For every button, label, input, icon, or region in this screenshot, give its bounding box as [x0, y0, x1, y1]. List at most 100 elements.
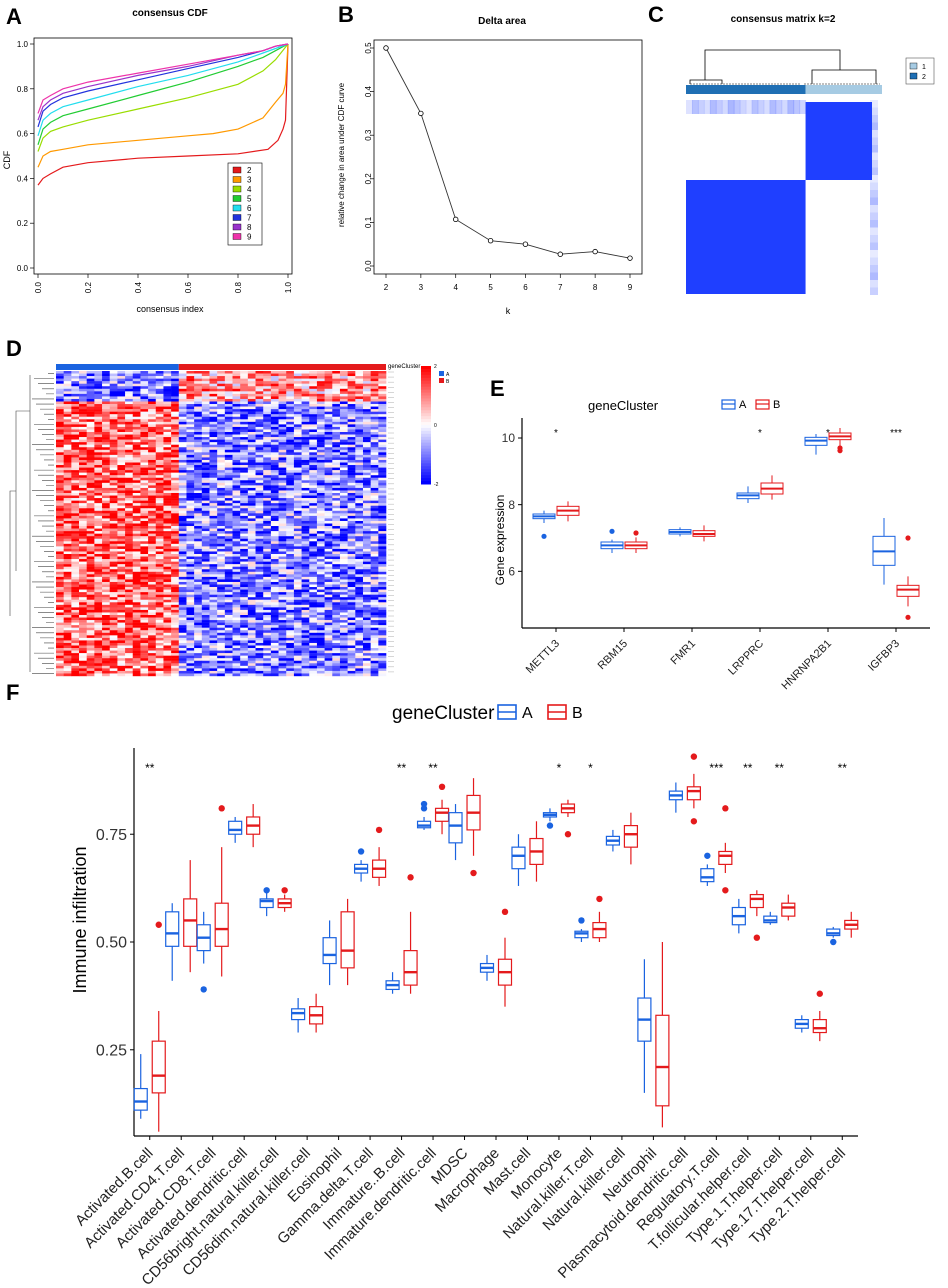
chart-d-heatmap-cell [309, 510, 318, 514]
chart-d-heatmap-cell [370, 490, 379, 494]
chart-d-heatmap-cell [178, 398, 187, 402]
chart-d-heatmap-cell [71, 457, 80, 461]
chart-d-heatmap-cell [148, 548, 157, 552]
chart-d-heatmap-cell [171, 404, 180, 407]
chart-d-heatmap-cell [186, 513, 195, 517]
chart-d-heatmap-cell [125, 650, 134, 654]
chart-d-heatmap-cell [370, 437, 379, 440]
chart-d-heatmap-cell [132, 452, 141, 456]
chart-d-heatmap-cell [63, 444, 72, 448]
chart-d-heatmap-cell [102, 439, 111, 443]
chart-d-heatmap-cell [186, 594, 195, 598]
chart-d-heatmap-cell [217, 551, 226, 555]
chart-d-heatmap-cell [178, 480, 187, 484]
chart-d-heatmap-cell [347, 541, 356, 545]
chart-d-heatmap-cell [79, 569, 87, 572]
chart-d-heatmap-cell [56, 520, 64, 524]
chart-d-heatmap-cell [339, 637, 348, 641]
chart-d-heatmap-cell [163, 388, 172, 392]
chart-d-heatmap-cell [301, 508, 310, 511]
chart-d-heatmap-cell [109, 546, 118, 550]
chart-d-heatmap-cell [355, 457, 364, 461]
chart-d-heatmap-cell [140, 559, 149, 562]
chart-d-heatmap-cell [125, 386, 134, 389]
chart-d-heatmap-cell [270, 381, 279, 384]
chart-d-heatmap-cell [71, 627, 80, 631]
chart-d-heatmap-cell [293, 635, 302, 639]
chart-d-heatmap-cell [155, 543, 164, 547]
chart-d-heatmap-cell [232, 640, 241, 644]
chart-d-heatmap-cell [362, 421, 371, 425]
chart-d-heatmap-cell [109, 541, 118, 545]
chart-d-heatmap-cell [217, 541, 226, 545]
chart-d-heatmap-cell [347, 615, 356, 618]
chart-b-xtick-label: 8 [593, 283, 598, 292]
chart-d-heatmap-cell [63, 650, 72, 654]
chart-d-heatmap-cell [339, 630, 348, 633]
chart-d-heatmap-cell [125, 429, 134, 433]
chart-d-heatmap-cell [247, 406, 256, 410]
chart-d-heatmap-cell [148, 376, 157, 379]
chart-d-heatmap-cell [293, 454, 302, 458]
chart-d-heatmap-cell [117, 625, 126, 628]
chart-d-heatmap-cell [71, 495, 80, 499]
chart-d-heatmap-cell [370, 475, 379, 478]
chart-d-heatmap-cell [247, 393, 256, 397]
chart-d-heatmap-cell [332, 444, 341, 448]
chart-d-heatmap-cell [86, 655, 95, 659]
chart-d-heatmap-cell [194, 584, 203, 588]
chart-d-heatmap-cell [63, 396, 72, 400]
chart-d-heatmap-cell [309, 416, 318, 420]
chart-d-heatmap-cell [163, 564, 172, 567]
chart-d-heatmap-cell [293, 518, 302, 522]
chart-d-heatmap-cell [56, 419, 64, 423]
chart-d-heatmap-cell [155, 587, 164, 590]
chart-d-heatmap-cell [362, 467, 371, 471]
chart-d-heatmap-cell [117, 429, 126, 433]
chart-d-heatmap-cell [186, 607, 195, 611]
chart-d-heatmap-cell [209, 515, 218, 519]
chart-d-heatmap-cell [355, 569, 364, 572]
chart-d-heatmap-cell [155, 630, 164, 633]
chart-d-heatmap-cell [117, 426, 126, 430]
chart-d-heatmap-cell [132, 559, 141, 562]
chart-d-heatmap-cell [102, 376, 111, 379]
chart-d-heatmap-cell [102, 449, 111, 453]
chart-d-heatmap-cell [240, 505, 249, 509]
chart-d-heatmap-cell [324, 543, 333, 547]
chart-d-heatmap-cell [301, 465, 310, 468]
chart-d-heatmap-cell [293, 541, 302, 545]
chart-b-point [557, 251, 563, 257]
panel-label-e: E [490, 376, 505, 401]
chart-d-heatmap-cell [63, 520, 72, 524]
chart-d-heatmap-cell [63, 472, 72, 476]
chart-d-heatmap-cell [232, 437, 241, 440]
chart-d-heatmap-cell [270, 625, 279, 628]
chart-d-heatmap-cell [86, 543, 95, 547]
chart-d-heatmap-cell [324, 495, 333, 499]
chart-d-heatmap-cell [217, 569, 226, 572]
chart-d-heatmap-cell [224, 569, 233, 572]
chart-d-heatmap-cell [378, 592, 387, 595]
chart-d-heatmap-cell [102, 437, 111, 440]
chart-d-heatmap-cell [86, 536, 95, 539]
chart-d-heatmap-cell [71, 548, 80, 552]
chart-d-heatmap-cell [270, 594, 279, 598]
chart-d-heatmap-cell [362, 528, 371, 532]
chart-d-heatmap-cell [102, 642, 111, 646]
chart-d-heatmap-cell [71, 376, 80, 379]
chart-d-heatmap-cell [324, 637, 333, 641]
chart-d-heatmap-cell [201, 444, 210, 448]
chart-d-heatmap-cell [309, 625, 318, 628]
chart-d-heatmap-cell [316, 449, 325, 453]
chart-c-matrix-cell [751, 100, 759, 114]
chart-d-heatmap-cell [186, 472, 195, 476]
chart-d-heatmap-cell [255, 576, 264, 580]
chart-d-heatmap-cell [178, 625, 187, 628]
chart-d-heatmap-cell [79, 579, 87, 583]
chart-d-heatmap-cell [378, 594, 387, 598]
chart-d-heatmap-cell [194, 523, 203, 527]
chart-d-heatmap-cell [163, 584, 172, 588]
chart-d-heatmap-cell [362, 376, 371, 379]
chart-d-heatmap-cell [178, 459, 187, 463]
